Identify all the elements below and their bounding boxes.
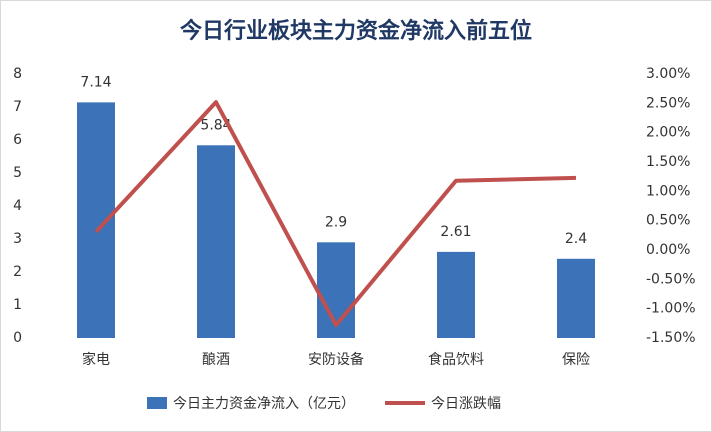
- x-tick-label: 酿酒: [202, 352, 230, 368]
- y-tick-label: 8: [13, 66, 22, 82]
- y-tick-label: 5: [13, 165, 22, 181]
- y2-tick-label: 3.00%: [646, 66, 690, 82]
- x-tick-label: 家电: [82, 351, 110, 368]
- y-tick-label: 6: [13, 132, 22, 148]
- y-tick-label: 0: [13, 330, 22, 346]
- chart-title: 今日行业板块主力资金净流入前五位: [180, 18, 532, 44]
- y2-tick-label: 0.50%: [646, 213, 690, 229]
- y-tick-label: 3: [13, 231, 22, 247]
- bar: [197, 145, 235, 338]
- legend-label: 今日主力资金净流入（亿元）: [173, 396, 355, 412]
- bar-value-label: 2.61: [440, 224, 471, 240]
- legend-swatch: [147, 397, 167, 409]
- y2-tick-label: 2.50%: [646, 95, 690, 111]
- x-tick-label: 安防设备: [308, 351, 364, 368]
- bar-value-label: 5.84: [200, 117, 231, 133]
- x-tick-label: 保险: [562, 352, 590, 368]
- y2-tick-label: -1.00%: [646, 301, 696, 317]
- y-tick-label: 4: [13, 198, 22, 214]
- y2-tick-label: 1.50%: [646, 154, 690, 170]
- y2-tick-label: 2.00%: [646, 125, 690, 141]
- y-tick-label: 1: [13, 297, 22, 313]
- y2-tick-label: 0.00%: [646, 242, 690, 258]
- y-tick-label: 7: [13, 99, 22, 115]
- bar: [557, 258, 595, 338]
- bar: [437, 251, 475, 338]
- y2-tick-label: -1.50%: [646, 330, 696, 346]
- legend-label: 今日涨跌幅: [431, 396, 501, 412]
- y2-tick-label: 1.00%: [646, 183, 690, 199]
- y-tick-label: 2: [13, 264, 22, 280]
- bar-value-label: 7.14: [80, 74, 111, 90]
- line: [94, 100, 577, 328]
- x-tick-label: 食品饮料: [428, 351, 484, 368]
- y2-tick-label: -0.50%: [646, 271, 696, 287]
- bar-value-label: 2.4: [565, 231, 587, 247]
- bar-value-label: 2.9: [325, 214, 347, 230]
